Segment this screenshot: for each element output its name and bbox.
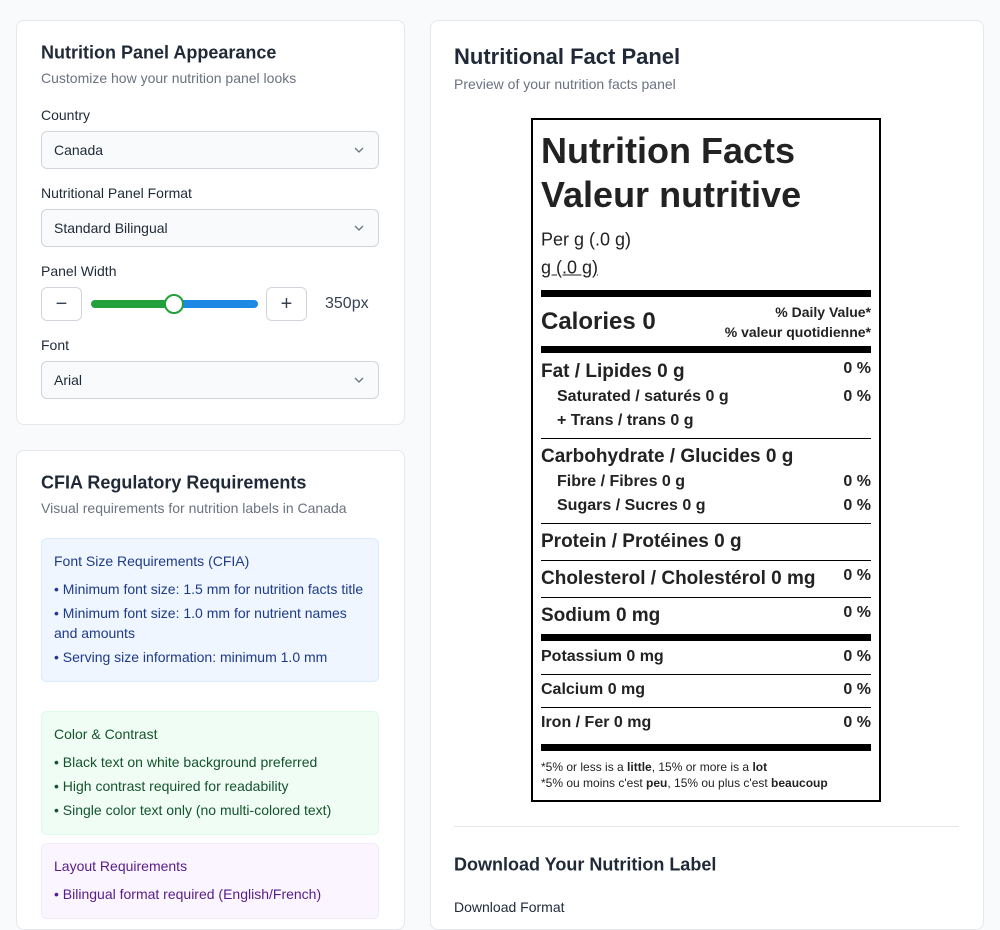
nutrient-name: Calcium 0 mg [541,681,646,698]
card-title: Nutrition Panel Appearance [41,42,277,63]
thick-rule [541,744,871,751]
nutrient-name: Fat / Lipides 0 g [541,361,685,382]
field-label: Nutritional Panel Format [41,185,192,201]
serving: Per g (.0 g) [541,229,632,250]
box-item: • Single color text only (no multi-color… [54,802,332,818]
box-item: • Minimum font size: 1.0 mm for nutrient… [54,605,347,641]
thick-rule [541,634,871,641]
field-label: Country [41,107,91,123]
chevron [354,225,364,231]
footnote: *5% or less is a little, 15% or more is … [541,760,767,774]
slider-track [174,300,258,308]
nutrient-name: Protein / Protéines 0 g [541,531,742,552]
footnote-part: , 15% ou plus c'est [667,776,772,790]
requirement-box: Color & Contrast • Black text on white ba… [41,711,379,835]
label-title: Nutrition Facts [541,130,796,171]
rule [541,560,871,561]
select-value: Arial [54,372,83,388]
nutrient-dv: 0 % [843,388,871,405]
nutrient-name: Cholesterol / Cholestérol 0 mg [541,568,816,589]
box-title: Color & Contrast [54,726,158,742]
footnote-part: lot [752,760,768,774]
thick-rule [541,290,871,297]
box-item: • Minimum font size: 1.5 mm for nutritio… [54,581,364,597]
box-item: • Bilingual format required (English/Fre… [54,886,322,902]
nutrient-dv: 0 % [843,714,871,731]
field-label: Font [41,337,70,353]
field-label: Download Format [454,899,565,915]
nutrient-dv: 0 % [843,604,871,621]
footnote-part: *5% ou moins c'est [541,776,647,790]
footnote-part: peu [646,776,668,790]
box-title: Font Size Requirements (CFIA) [54,553,250,569]
box-item: • High contrast required for readability [54,778,289,794]
select-value: Canada [54,142,104,158]
width-slider[interactable] [88,292,262,316]
section-title: Download Your Nutrition Label [454,854,717,875]
footnote-part: , 15% or more is a [651,760,753,774]
rule [541,438,871,439]
card-subtitle: Visual requirements for nutrition labels… [41,500,347,516]
nutrient-dv: 0 % [843,648,871,665]
slider-thumb[interactable] [164,294,184,314]
dv-header: % Daily Value* [775,304,871,320]
rule [541,523,871,524]
country-select[interactable]: Canada [41,131,379,169]
nutrient-name: Carbohydrate / Glucides 0 g [541,446,794,467]
requirement-box: Layout Requirements • Bilingual format re… [41,843,379,919]
box-title: Layout Requirements [54,858,188,874]
chevron [354,147,364,153]
nutrient-name: Potassium 0 mg [541,648,664,665]
rule [541,597,871,598]
footnote-part: beaucoup [771,776,828,790]
nutrient-dv: 0 % [843,567,871,584]
box-item: • Black text on white background preferr… [54,754,318,770]
nutrient-name: Sodium 0 mg [541,605,661,626]
rule [541,707,871,708]
dv-header: % valeur quotidienne* [724,324,871,340]
chevron [354,377,364,383]
card-title: Nutritional Fact Panel [454,44,681,69]
nutrient-name: Iron / Fer 0 mg [541,714,652,731]
slider-fill [91,300,174,308]
label-title: Valeur nutritive [541,174,802,215]
nutrition-label [531,118,881,802]
font-select[interactable]: Arial [41,361,379,399]
thick-rule [541,346,871,353]
box-item: • Serving size information: minimum 1.0 … [54,649,328,665]
card-title: CFIA Regulatory Requirements [41,472,307,493]
requirement-box: Font Size Requirements (CFIA) • Minimum f… [41,538,379,682]
nutrient-name: + Trans / trans 0 g [557,412,694,429]
rule [541,674,871,675]
width-value: 350px [325,295,369,312]
footnote-part: little [627,760,652,774]
serving: g (.0 g) [541,257,599,278]
card-subtitle: Preview of your nutrition facts panel [454,76,676,92]
nutrient-name: Fibre / Fibres 0 g [557,473,686,490]
nutrient-dv: 0 % [843,681,871,698]
decrease-button[interactable]: − [41,287,82,321]
nutrient-dv: 0 % [843,473,871,490]
field-label: Panel Width [41,263,117,279]
divider [454,826,959,827]
format-select[interactable]: Standard Bilingual [41,209,379,247]
calories: Calories 0 [541,308,656,335]
nutrient-dv: 0 % [843,360,871,377]
nutrient-dv: 0 % [843,497,871,514]
increase-button[interactable]: + [266,287,307,321]
select-value: Standard Bilingual [54,220,168,236]
card-subtitle: Customize how your nutrition panel looks [41,70,297,86]
footnote: *5% ou moins c'est peu, 15% ou plus c'es… [541,776,828,790]
footnote-part: *5% or less is a [541,760,628,774]
nutrient-name: Sugars / Sucres 0 g [557,497,706,514]
nutrient-name: Saturated / saturés 0 g [557,388,729,405]
